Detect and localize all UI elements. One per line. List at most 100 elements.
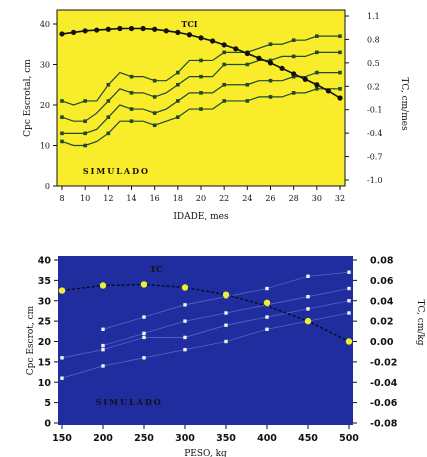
y-tick-label: 20 (38, 337, 52, 348)
y-tick-label: 0 (44, 419, 51, 430)
series-point (176, 82, 180, 87)
series-point (338, 50, 342, 55)
series-point (176, 70, 180, 75)
y-tick-label: 30 (40, 61, 50, 70)
series-point (106, 115, 111, 119)
tc-point (175, 29, 181, 35)
series-point (101, 343, 105, 348)
series-point (291, 74, 296, 79)
series-point (83, 99, 87, 103)
tc-point (152, 26, 158, 32)
series-point (268, 95, 273, 99)
series-point (60, 131, 64, 136)
y2-tick-label: -0.08 (370, 419, 398, 430)
series-point (338, 34, 342, 38)
x-tick-label: 26 (265, 194, 275, 203)
x-tick-label: 450 (298, 433, 318, 444)
series-point (338, 87, 342, 91)
series-point (315, 34, 319, 38)
y-tick-label: 25 (38, 317, 51, 328)
series-point (101, 347, 105, 352)
series-point (60, 139, 64, 144)
y2-tick-label: -0.1 (367, 106, 382, 115)
series-point (224, 339, 228, 344)
series-point (152, 78, 157, 83)
x-tick-label: 16 (150, 194, 160, 203)
y2-tick-label: -0.02 (370, 357, 397, 368)
tc-point (198, 35, 204, 41)
y2-tick-label: -0.04 (370, 378, 398, 389)
series-point (142, 356, 146, 360)
x-tick-label: 300 (175, 433, 195, 444)
series-point (222, 82, 226, 87)
y-axis-label: Cpc Escrotal, cm (23, 59, 33, 137)
tc-point (221, 42, 227, 48)
series-point (142, 315, 146, 319)
series-point (106, 131, 111, 136)
series-point (245, 62, 250, 67)
y-tick-label: 35 (38, 276, 51, 287)
x-tick-label: 8 (59, 194, 64, 203)
tc-point (302, 76, 308, 82)
tc-point (117, 25, 123, 32)
series-point (268, 78, 273, 83)
series-point (347, 311, 351, 315)
x-tick-label: 30 (312, 194, 322, 203)
series-line-4 (61, 312, 350, 379)
series-point (83, 119, 87, 123)
tc-point (128, 25, 135, 32)
tc-point (105, 26, 111, 32)
y2-tick-label: 0.2 (367, 82, 380, 91)
series-point (245, 99, 250, 103)
tc-point (140, 281, 148, 288)
tc-annotation: TCI (181, 19, 197, 29)
series-point (315, 50, 319, 55)
series-point (129, 74, 134, 79)
y2-tick-label: -0.4 (367, 129, 382, 138)
x-tick-label: 22 (219, 194, 229, 203)
series-point (129, 119, 134, 123)
tc-point (99, 282, 107, 289)
series-point (176, 115, 180, 119)
tc-point (163, 28, 169, 34)
tc-point (325, 88, 332, 94)
series-point (183, 347, 187, 352)
series-point (265, 286, 269, 291)
series-point (347, 286, 351, 291)
series-point (224, 323, 228, 327)
series-point (152, 95, 157, 99)
y2-axis-label: TC, cm/mes (399, 77, 409, 131)
x-tick-label: 28 (289, 194, 299, 203)
x-tick-label: 14 (126, 194, 136, 203)
y2-tick-label: 0.5 (367, 59, 380, 68)
series-line-3 (61, 300, 350, 359)
x-tick-label: 350 (216, 433, 236, 444)
series-point (291, 38, 296, 42)
series-point (60, 99, 64, 103)
series-point (222, 99, 226, 103)
x-tick-label: 150 (52, 433, 72, 444)
y2-tick-label: 0.04 (370, 296, 394, 307)
y-tick-label: 15 (38, 357, 51, 368)
y-tick-label: 10 (38, 378, 52, 389)
series-point (199, 91, 203, 95)
tc-point (337, 95, 343, 101)
y2-tick-label: 1.1 (367, 12, 380, 21)
series-point (199, 58, 203, 63)
series-point (222, 62, 226, 67)
series-point (60, 115, 64, 119)
series-point (291, 54, 296, 59)
series-point (306, 274, 310, 278)
series-point (245, 82, 250, 87)
x-tick-label: 12 (103, 194, 113, 203)
y-axis-label: Cpc Escrot, cm (26, 305, 36, 375)
series-point (306, 294, 310, 299)
series-point (152, 123, 157, 128)
y-tick-label: 10 (40, 142, 50, 151)
y2-tick-label: 0.8 (367, 35, 380, 44)
series-point (315, 70, 319, 75)
tc-point (244, 50, 250, 57)
chart-1: 8 10 12 14 16 18 20 22 24 26 28 30 32 0 10 20 30 40 1.1 0.8… (23, 9, 409, 222)
tc-point (291, 71, 297, 77)
tc-point (256, 55, 262, 61)
